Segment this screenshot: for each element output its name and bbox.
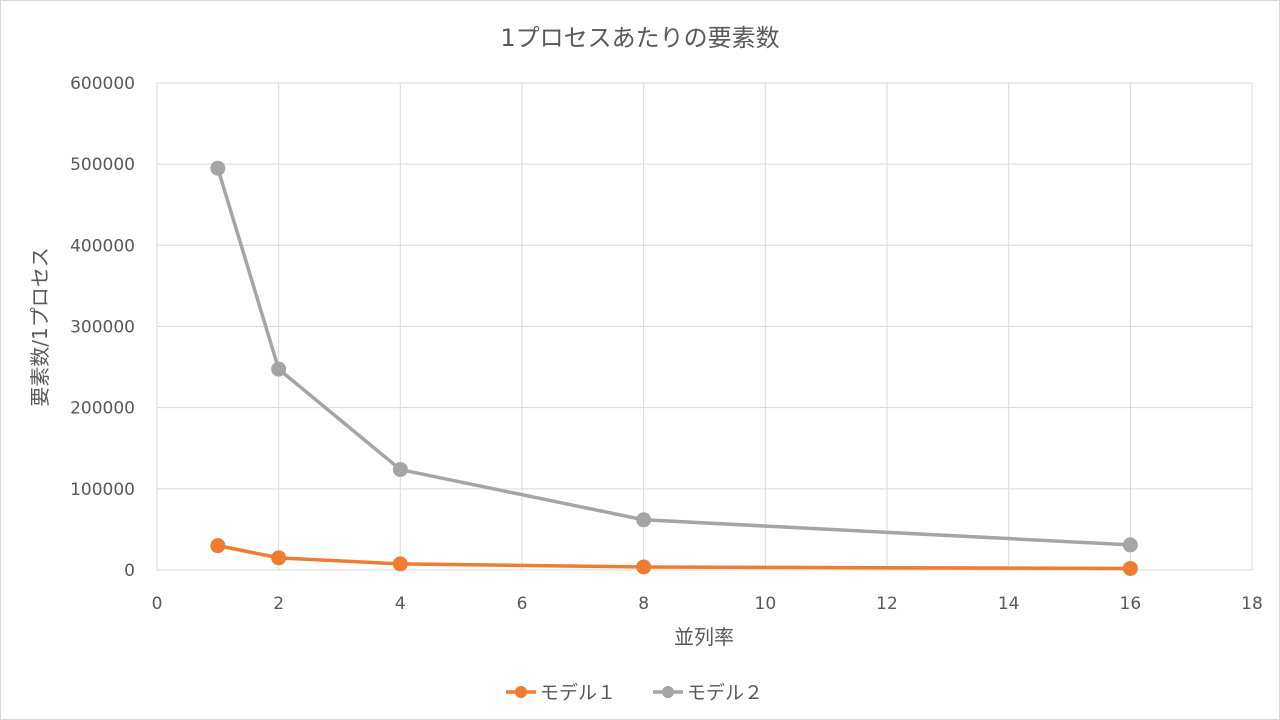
x-tick-label: 14 xyxy=(998,594,1020,614)
legend-label: モデル２ xyxy=(687,682,763,704)
tick-layer: 0 100000 200000 300000 400000 500000 600000 0 2 4… xyxy=(70,74,1263,614)
series-2 xyxy=(210,160,1138,553)
y-tick-label: 600000 xyxy=(70,74,135,94)
legend-label: モデル１ xyxy=(540,682,616,704)
x-tick-label: 10 xyxy=(755,594,777,614)
y-tick-label: 500000 xyxy=(70,155,135,175)
x-axis-title: 並列率 xyxy=(674,625,734,649)
legend-item: モデル２ xyxy=(653,682,763,704)
data-point xyxy=(210,160,226,176)
data-point xyxy=(1122,537,1138,553)
x-tick-label: 4 xyxy=(395,594,406,614)
legend-marker xyxy=(662,686,674,698)
series-line xyxy=(217,543,1131,571)
chart-title: 1プロセスあたりの要素数 xyxy=(500,24,779,52)
y-tick-label: 300000 xyxy=(70,318,135,338)
data-point xyxy=(271,550,287,566)
legend: モデル１ モデル２ xyxy=(506,682,763,704)
data-point xyxy=(392,556,408,572)
data-point xyxy=(210,538,226,554)
data-point xyxy=(636,512,652,528)
y-tick-label: 100000 xyxy=(70,480,135,500)
legend-item: モデル１ xyxy=(506,682,616,704)
y-axis-title: 要素数/1プロセス xyxy=(28,247,52,406)
x-tick-label: 8 xyxy=(638,594,649,614)
x-tick-label: 16 xyxy=(1120,594,1142,614)
data-point xyxy=(636,559,652,575)
data-point xyxy=(271,361,287,377)
x-tick-label: 0 xyxy=(152,594,163,614)
data-point xyxy=(1122,560,1138,576)
series-1 xyxy=(210,538,1138,576)
grid-layer xyxy=(156,82,1253,571)
x-tick-label: 2 xyxy=(273,594,284,614)
x-tick-label: 6 xyxy=(517,594,528,614)
y-tick-label: 400000 xyxy=(70,236,135,256)
x-tick-label: 12 xyxy=(876,594,898,614)
series-layer xyxy=(210,160,1138,576)
legend-marker xyxy=(515,686,527,698)
y-tick-label: 0 xyxy=(124,561,135,581)
x-tick-label: 18 xyxy=(1241,594,1263,614)
data-point xyxy=(392,462,408,478)
y-tick-label: 200000 xyxy=(70,399,135,419)
